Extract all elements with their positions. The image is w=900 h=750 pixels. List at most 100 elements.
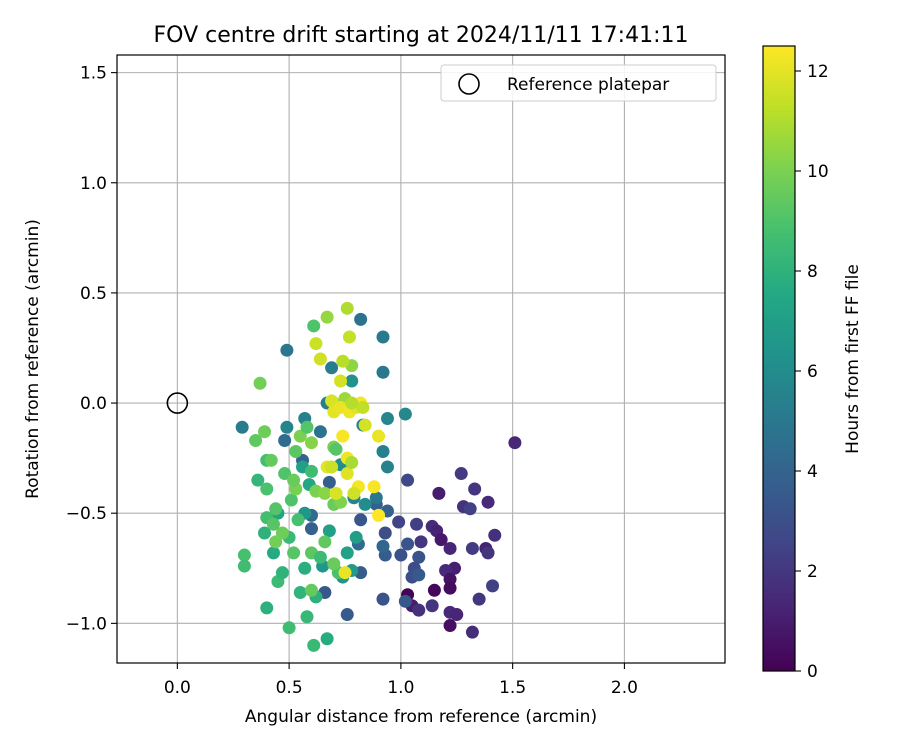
data-point xyxy=(287,546,301,560)
data-point xyxy=(325,460,339,474)
data-point xyxy=(322,475,336,489)
reference-point-marker xyxy=(166,392,189,414)
data-point xyxy=(260,601,274,615)
data-point xyxy=(336,354,350,368)
data-point xyxy=(376,445,390,459)
data-point xyxy=(338,566,352,580)
plot-frame xyxy=(116,54,726,664)
x-tick-label: 0.5 xyxy=(276,678,303,698)
legend-box xyxy=(440,64,717,102)
data-point xyxy=(304,436,318,450)
data-point xyxy=(354,312,368,326)
data-point xyxy=(325,394,339,408)
data-point xyxy=(280,420,294,434)
data-point xyxy=(318,486,332,500)
data-point xyxy=(342,330,356,344)
colorbar-tick-label: 8 xyxy=(807,262,818,282)
data-point xyxy=(237,559,251,573)
data-point xyxy=(412,603,426,617)
data-point xyxy=(249,434,263,448)
data-point xyxy=(425,599,439,613)
data-point xyxy=(304,464,318,478)
data-point xyxy=(304,522,318,536)
data-point xyxy=(372,429,386,443)
data-point xyxy=(380,411,394,425)
data-point xyxy=(293,586,307,600)
data-point xyxy=(472,592,486,606)
data-point xyxy=(304,583,318,597)
data-point xyxy=(282,621,296,635)
y-axis-title: Rotation from reference (arcmin) xyxy=(23,219,43,499)
data-point xyxy=(376,539,390,553)
y-tick-label: −1.0 xyxy=(66,614,107,634)
y-axis-ticks: −1.0 −0.5 0.0 0.5 1.0 1.5 xyxy=(66,64,117,634)
data-point xyxy=(318,535,332,549)
data-point xyxy=(307,638,321,652)
data-point xyxy=(356,400,370,414)
data-points xyxy=(235,301,522,652)
data-point xyxy=(414,535,428,549)
data-point xyxy=(392,515,406,529)
data-point xyxy=(410,517,424,531)
data-point xyxy=(465,541,479,555)
data-point xyxy=(443,541,457,555)
data-point xyxy=(443,619,457,633)
grid-lines xyxy=(117,55,725,663)
data-point xyxy=(349,530,363,544)
data-point xyxy=(412,568,426,582)
data-point xyxy=(398,407,412,421)
data-point xyxy=(432,486,446,500)
data-point xyxy=(325,361,339,375)
data-point xyxy=(345,374,359,388)
y-tick-label: −0.5 xyxy=(66,504,107,524)
data-point xyxy=(300,420,314,434)
data-point xyxy=(307,319,321,333)
data-point xyxy=(463,502,477,516)
data-point xyxy=(298,561,312,575)
data-point xyxy=(434,533,448,547)
data-point xyxy=(378,526,392,540)
colorbar-tick-label: 10 xyxy=(807,162,829,182)
data-point xyxy=(340,467,354,481)
data-point xyxy=(258,425,272,439)
data-point xyxy=(327,557,341,571)
data-point xyxy=(320,310,334,324)
data-point xyxy=(380,460,394,474)
data-point xyxy=(376,592,390,606)
data-point xyxy=(275,566,289,580)
data-point xyxy=(313,550,327,564)
data-point xyxy=(345,456,359,470)
y-tick-label: 1.5 xyxy=(80,64,107,84)
data-point xyxy=(454,467,468,481)
data-point xyxy=(376,365,390,379)
data-point xyxy=(336,429,350,443)
colorbar-bar xyxy=(762,45,796,672)
data-point xyxy=(427,583,441,597)
data-point xyxy=(253,376,267,390)
data-point xyxy=(251,473,265,487)
data-point xyxy=(508,436,522,450)
colorbar-tick-label: 12 xyxy=(807,62,829,82)
x-axis-title: Angular distance from reference (arcmin) xyxy=(245,707,597,727)
colorbar-tick-label: 6 xyxy=(807,362,818,382)
data-point xyxy=(313,425,327,439)
data-point xyxy=(287,473,301,487)
data-point xyxy=(486,579,500,593)
data-point xyxy=(376,330,390,344)
data-point xyxy=(266,546,280,560)
data-point xyxy=(329,486,343,500)
data-point xyxy=(278,434,292,448)
data-point xyxy=(258,526,272,540)
x-axis-ticks: 0.0 0.5 1.0 1.5 2.0 xyxy=(164,663,638,698)
legend-marker-icon xyxy=(458,73,480,95)
legend-label: Reference platepar xyxy=(507,75,669,95)
y-tick-label: 0.5 xyxy=(80,284,107,304)
data-point xyxy=(235,420,249,434)
y-tick-label: 0.0 xyxy=(80,394,107,414)
data-point xyxy=(481,495,495,509)
data-point xyxy=(340,546,354,560)
data-point xyxy=(443,581,457,595)
data-point xyxy=(340,301,354,315)
data-point xyxy=(465,625,479,639)
